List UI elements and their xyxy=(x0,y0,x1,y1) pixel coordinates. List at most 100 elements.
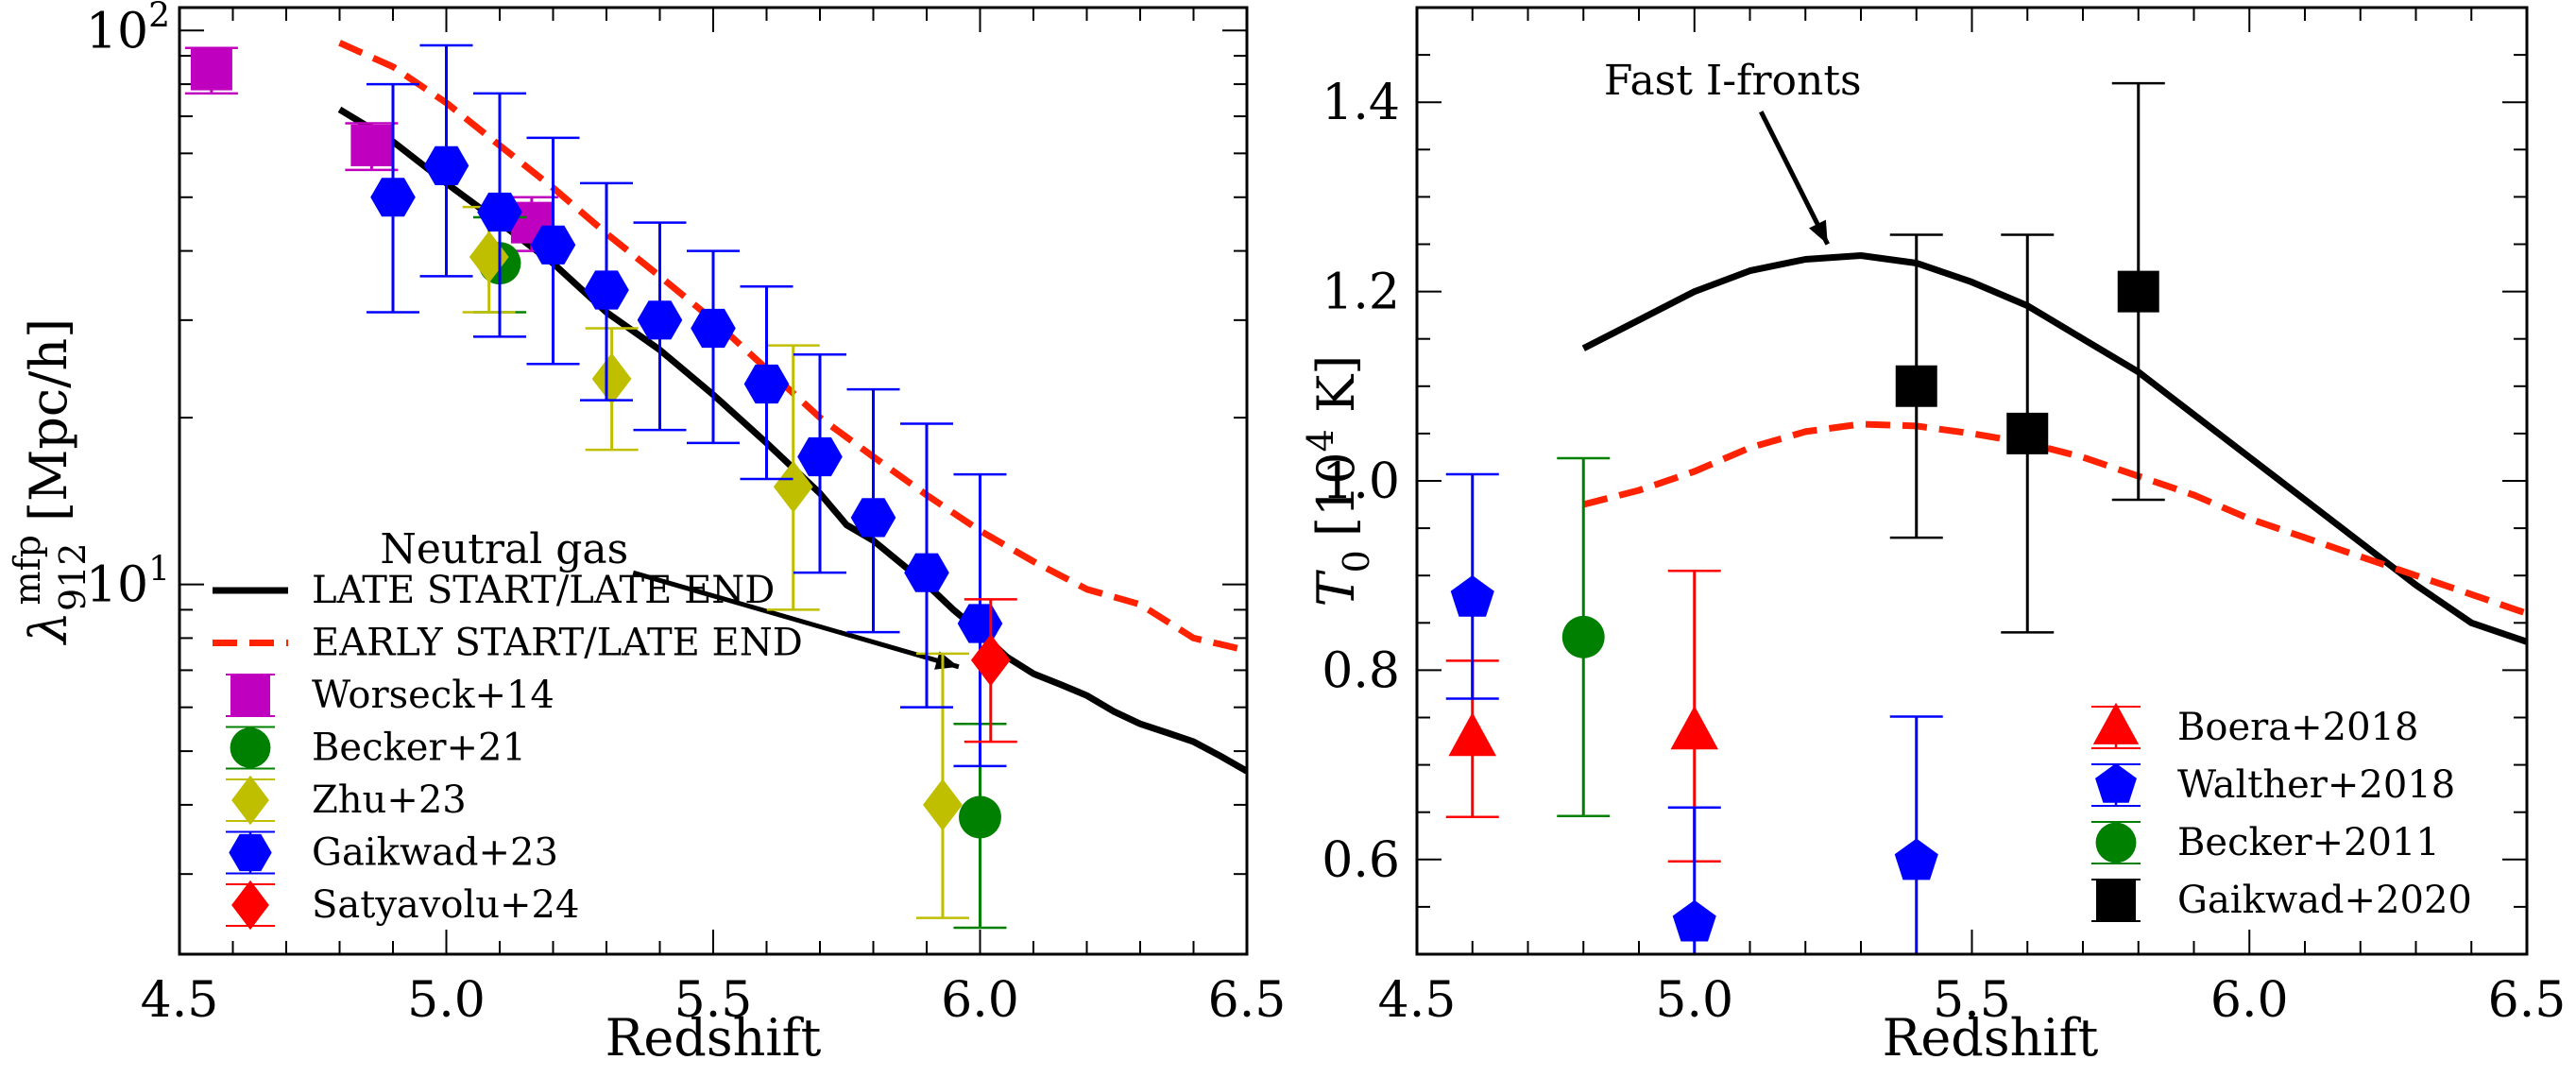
mfp-axis-ticks xyxy=(179,8,1248,954)
legend-entry-satyavolu-24: Satyavolu+24 xyxy=(226,880,579,931)
t0-y-axis-label: T0[104 K] xyxy=(1300,355,1377,607)
legend-swatch-marker xyxy=(2095,762,2137,803)
legend-swatch-marker xyxy=(230,675,270,715)
point-gaikwad-23 xyxy=(957,604,1003,643)
t0-x-tick-label: 6.0 xyxy=(2210,972,2289,1029)
legend-label: Gaikwad+2020 xyxy=(2177,879,2472,922)
point-gaikwad-23 xyxy=(477,192,522,232)
point-satyavolu-24 xyxy=(970,634,1011,687)
mfp-panel: Neutral gas 4.5 5.0 5.5 6.0 6.5 101 102 Redsh… xyxy=(7,0,1286,1068)
legend-entry-zhu-23: Zhu+23 xyxy=(226,775,467,826)
point-gaikwad-23 xyxy=(743,364,790,404)
point-gaikwad-23 xyxy=(584,270,629,310)
mfp-y-tick-label: 101 xyxy=(86,551,170,614)
point-worseck-14 xyxy=(190,48,232,91)
point-walther-2018 xyxy=(1450,575,1494,617)
mfp-plot-frame xyxy=(178,6,1249,956)
mfp-annotation-arrow xyxy=(632,570,960,670)
legend-swatch-marker xyxy=(229,833,272,872)
legend-swatch-marker xyxy=(2095,822,2137,863)
point-gaikwad-2020 xyxy=(2117,270,2159,313)
legend-entry-boera-2018: Boera+2018 xyxy=(2091,702,2418,749)
legend-label: Becker+21 xyxy=(312,727,526,770)
legend-label: Becker+2011 xyxy=(2177,821,2440,864)
legend-entry-gaikwad-23: Gaikwad+23 xyxy=(226,830,558,875)
legend-label: LATE START/LATE END xyxy=(312,569,775,612)
legend-entry-becker-21: Becker+21 xyxy=(226,726,526,770)
t0-annotation: Fast I-fronts xyxy=(1604,57,1862,246)
mfp-data-points xyxy=(184,43,1017,930)
point-zhu-23 xyxy=(773,460,813,513)
t0-model-lines xyxy=(1581,252,2527,645)
neutral-gas-label: Neutral gas xyxy=(380,525,628,573)
t0-axis-ticks xyxy=(1416,7,2528,955)
legend-swatch-marker xyxy=(231,880,269,931)
mfp-x-tick-label: 5.0 xyxy=(407,972,486,1029)
legend-label: Boera+2018 xyxy=(2177,706,2418,749)
t0-x-axis-label: Redshift xyxy=(1883,1008,2099,1068)
t0-x-tick-label: 5.5 xyxy=(1933,972,2011,1029)
point-gaikwad-23 xyxy=(797,436,843,477)
line-early-start-late-end xyxy=(1582,420,2527,617)
point-walther-2018 xyxy=(1894,838,1938,880)
line-late-start-late-end xyxy=(1581,252,2527,645)
point-gaikwad-23 xyxy=(850,498,896,538)
t0-x-tick-label: 6.5 xyxy=(2488,972,2567,1029)
legend-swatch-marker xyxy=(2092,702,2140,744)
point-zhu-23 xyxy=(923,778,963,831)
legend-entry-walther-2018: Walther+2018 xyxy=(2091,762,2455,807)
legend-label: Gaikwad+23 xyxy=(312,831,558,875)
t0-x-tick-labels: 4.5 5.0 5.5 6.0 6.5 xyxy=(1378,972,2567,1029)
mfp-y-tick-labels: 101 102 xyxy=(86,0,170,614)
t0-annotation-arrow xyxy=(1759,111,1830,246)
mfp-annotation: Neutral gas xyxy=(380,525,960,670)
t0-y-tick-label: 0.6 xyxy=(1322,832,1400,889)
t0-legend: Boera+2018 Walther+2018 Becker+2011 Gaikwad… xyxy=(2091,702,2472,922)
legend-label: EARLY START/LATE END xyxy=(312,622,803,665)
mfp-x-axis-label: Redshift xyxy=(606,1008,822,1068)
legend-swatch-marker xyxy=(230,727,271,768)
mfp-x-tick-labels: 4.5 5.0 5.5 6.0 6.5 xyxy=(141,972,1287,1029)
t0-y-tick-label: 1.0 xyxy=(1322,453,1400,510)
mfp-annotation-arrowhead xyxy=(934,651,959,670)
point-walther-2018 xyxy=(1672,899,1716,942)
point-gaikwad-23 xyxy=(423,145,469,185)
legend-label: Walther+2018 xyxy=(2177,763,2455,807)
point-gaikwad-23 xyxy=(691,308,736,349)
mfp-x-tick-label: 6.5 xyxy=(1208,972,1287,1029)
t0-x-tick-label: 5.0 xyxy=(1655,972,1733,1029)
point-worseck-14 xyxy=(350,124,393,166)
legend-entry-worseck-14: Worseck+14 xyxy=(226,674,554,717)
point-gaikwad-23 xyxy=(637,300,683,340)
point-becker-21 xyxy=(959,795,1001,839)
mfp-y-axis-label: λ912mfp[Mpc/h] xyxy=(7,318,94,645)
fast-i-fronts-label: Fast I-fronts xyxy=(1604,57,1862,105)
legend-swatch-marker xyxy=(231,775,269,826)
t0-annotation-arrowhead xyxy=(1809,219,1828,245)
point-gaikwad-2020 xyxy=(2006,412,2049,454)
point-boera-2018 xyxy=(1670,706,1718,750)
point-zhu-23 xyxy=(591,352,632,405)
mfp-x-tick-label: 5.5 xyxy=(674,972,753,1029)
legend-entry-becker-2011: Becker+2011 xyxy=(2091,821,2440,864)
legend-entry-gaikwad-2020: Gaikwad+2020 xyxy=(2091,879,2472,922)
legend-entry-late-start-late-end: LATE START/LATE END xyxy=(213,569,775,612)
point-gaikwad-2020 xyxy=(1895,365,1937,407)
mfp-legend: LATE START/LATE END EARLY START/LATE END W… xyxy=(213,569,803,931)
t0-plot-frame xyxy=(1415,6,2529,956)
t0-x-tick-label: 4.5 xyxy=(1378,972,1457,1029)
legend-entry-early-start-late-end: EARLY START/LATE END xyxy=(213,622,803,665)
t0-data-points xyxy=(1445,81,2165,954)
point-gaikwad-23 xyxy=(370,178,416,217)
temperature-panel: Fast I-fronts 4.5 5.0 5.5 6.0 6.5 0.6 0.8 1.0 1… xyxy=(1300,6,2567,1068)
legend-swatch-marker xyxy=(2096,880,2136,920)
legend-label: Satyavolu+24 xyxy=(312,883,579,927)
t0-y-tick-label: 0.8 xyxy=(1322,642,1400,699)
point-boera-2018 xyxy=(1448,712,1496,757)
legend-label: Worseck+14 xyxy=(312,674,554,717)
t0-y-tick-labels: 0.6 0.8 1.0 1.2 1.4 xyxy=(1322,75,1400,889)
legend-label: Zhu+23 xyxy=(312,778,467,822)
t0-y-tick-label: 1.4 xyxy=(1322,75,1400,131)
mfp-y-tick-label: 102 xyxy=(86,0,170,60)
